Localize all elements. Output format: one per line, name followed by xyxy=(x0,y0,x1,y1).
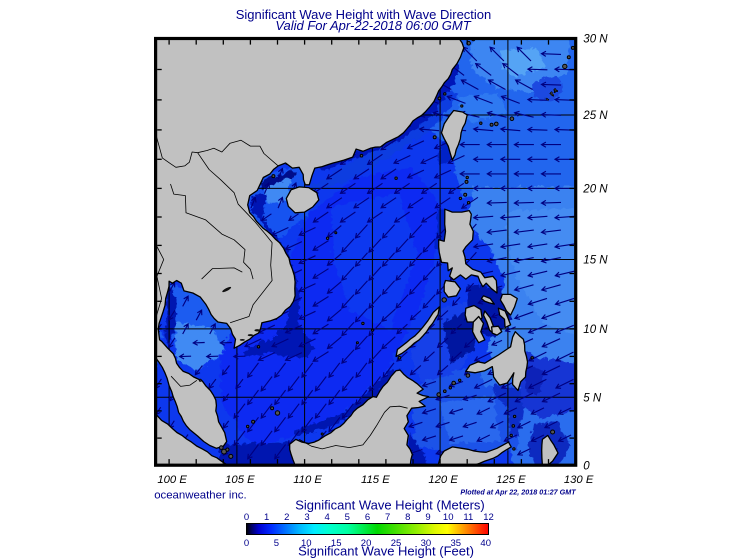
svg-text:130 E: 130 E xyxy=(564,474,594,486)
svg-text:11: 11 xyxy=(463,512,473,523)
svg-text:15: 15 xyxy=(331,538,342,549)
svg-text:0: 0 xyxy=(244,538,249,549)
svg-text:25 N: 25 N xyxy=(582,110,608,122)
svg-text:5 N: 5 N xyxy=(583,393,602,405)
svg-text:105 E: 105 E xyxy=(225,474,255,486)
svg-text:1: 1 xyxy=(264,512,269,523)
svg-text:9: 9 xyxy=(425,512,430,523)
svg-text:5: 5 xyxy=(345,512,350,523)
svg-text:10 N: 10 N xyxy=(583,324,608,336)
svg-text:20: 20 xyxy=(361,538,372,549)
svg-text:20 N: 20 N xyxy=(582,184,608,196)
svg-text:2: 2 xyxy=(284,512,289,523)
svg-text:0: 0 xyxy=(583,460,590,472)
svg-text:115 E: 115 E xyxy=(361,474,390,486)
svg-text:125 E: 125 E xyxy=(496,474,526,486)
svg-text:0: 0 xyxy=(244,512,249,523)
svg-text:3: 3 xyxy=(304,512,309,523)
svg-text:Significant Wave Height (Meter: Significant Wave Height (Meters) xyxy=(295,498,485,513)
svg-text:6: 6 xyxy=(365,512,370,523)
svg-text:5: 5 xyxy=(274,538,279,549)
svg-text:Significant Wave Height (Feet): Significant Wave Height (Feet) xyxy=(298,544,474,559)
svg-text:15 N: 15 N xyxy=(583,255,608,267)
svg-text:Plotted at Apr 22, 2018 01:27: Plotted at Apr 22, 2018 01:27 GMT xyxy=(460,487,576,496)
svg-text:35: 35 xyxy=(451,538,462,549)
svg-text:10: 10 xyxy=(443,512,454,523)
svg-text:40: 40 xyxy=(480,538,491,549)
svg-text:110 E: 110 E xyxy=(293,474,322,486)
svg-text:12: 12 xyxy=(483,512,494,523)
svg-text:4: 4 xyxy=(325,512,330,523)
svg-text:oceanweather inc.: oceanweather inc. xyxy=(154,489,246,501)
svg-text:100 E: 100 E xyxy=(157,474,187,486)
svg-text:7: 7 xyxy=(385,512,390,523)
svg-text:10: 10 xyxy=(301,538,312,549)
svg-text:120 E: 120 E xyxy=(428,474,458,486)
svg-text:Valid For Apr-22-2018 06:00 GM: Valid For Apr-22-2018 06:00 GMT xyxy=(275,18,471,33)
svg-text:30: 30 xyxy=(421,538,432,549)
svg-text:Significant Wave Height with W: Significant Wave Height with Wave Direct… xyxy=(236,7,492,22)
svg-text:8: 8 xyxy=(405,512,410,523)
svg-text:25: 25 xyxy=(391,538,402,549)
svg-text:30 N: 30 N xyxy=(583,34,608,46)
